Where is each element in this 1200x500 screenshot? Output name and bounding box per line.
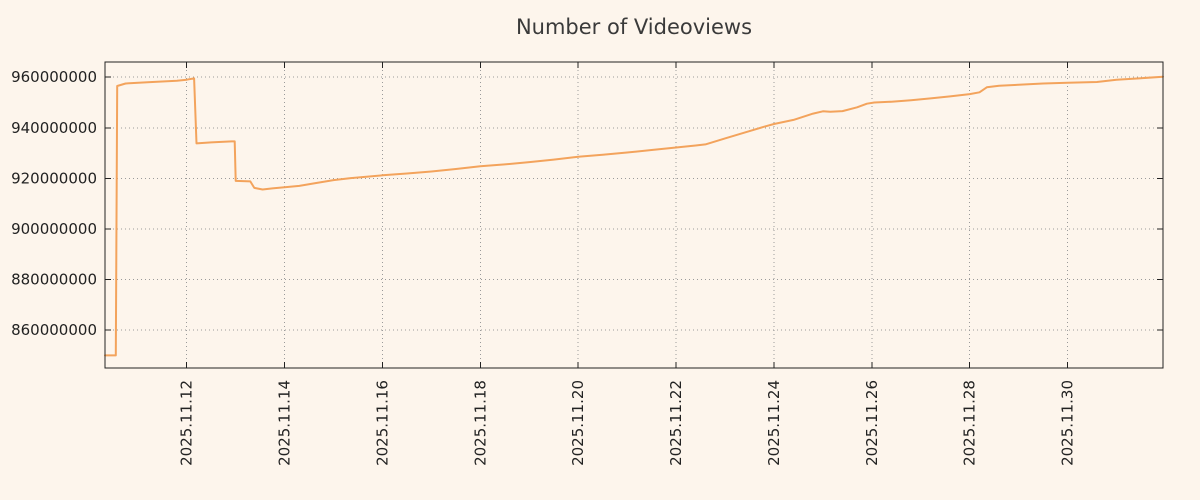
chart-title: Number of Videoviews — [515, 15, 753, 39]
x-tick-label: 2025.11.20 — [569, 380, 587, 466]
y-tick-label: 920000000 — [11, 169, 97, 187]
tick-labels: 2025.11.12 2025.11.14 2025.11.16 2025.11.18… — [11, 68, 1076, 466]
x-tick-label: 2025.11.18 — [471, 380, 489, 466]
x-tick-label: 2025.11.24 — [765, 380, 783, 466]
grid-lines — [105, 62, 1163, 368]
y-tick-label: 900000000 — [11, 220, 97, 238]
x-tick-label: 2025.11.22 — [667, 380, 685, 466]
y-tick-label: 940000000 — [11, 119, 97, 137]
x-tick-label: 2025.11.12 — [178, 380, 196, 466]
x-tick-label: 2025.11.14 — [276, 380, 294, 466]
y-tick-label: 880000000 — [11, 270, 97, 288]
x-tick-label: 2025.11.30 — [1059, 380, 1077, 466]
series-line — [104, 75, 1164, 357]
y-tick-label: 860000000 — [11, 321, 97, 339]
x-tick-label: 2025.11.26 — [863, 380, 881, 466]
plot-border — [104, 61, 1164, 369]
series-path — [104, 75, 1164, 357]
y-tick-label: 960000000 — [11, 68, 97, 86]
x-tick-label: 2025.11.28 — [961, 380, 979, 466]
x-tick-label: 2025.11.16 — [373, 380, 391, 466]
axis-ticks — [105, 62, 1163, 368]
